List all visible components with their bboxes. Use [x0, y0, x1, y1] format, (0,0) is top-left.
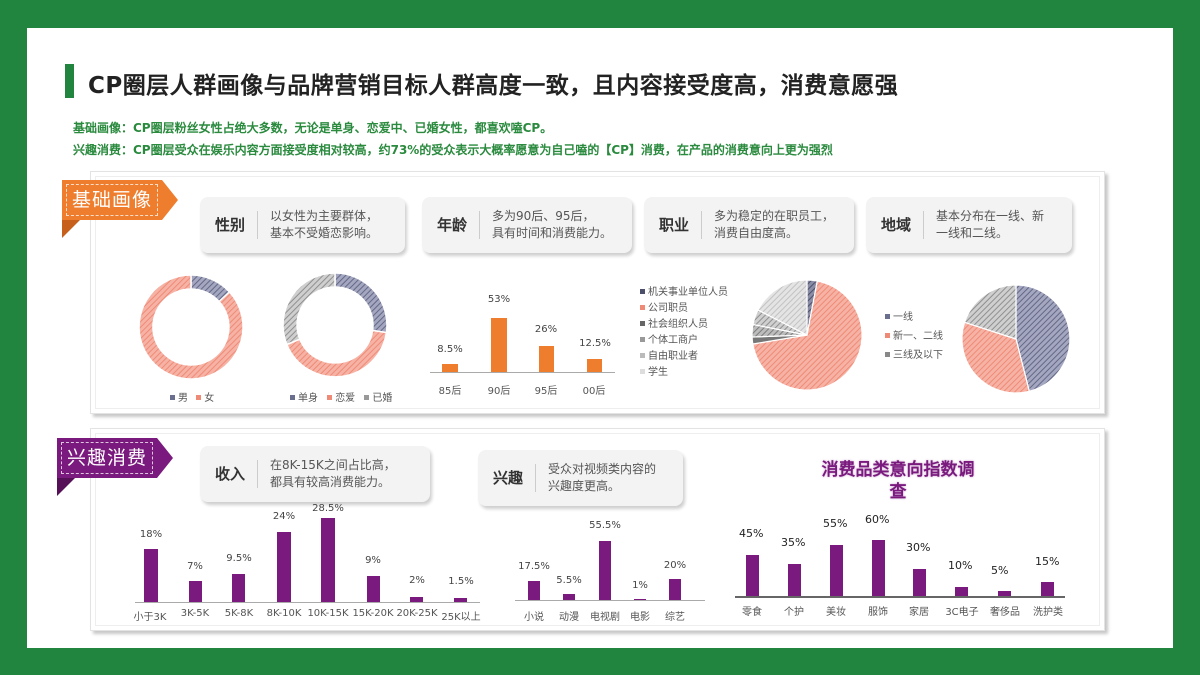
- card-gender-label: 性别: [200, 211, 259, 239]
- card-region: 地域 基本分布在一线、新 一线和二线。: [866, 197, 1072, 253]
- card-income: 收入 在8K-15K之间占比高， 都具有较高消费能力。: [200, 446, 430, 502]
- consumption-bar-chart: 45% 35% 55% 60% 30% 10% 5% 15% 零食 个护 美妆 …: [735, 514, 1065, 618]
- card-income-text-1: 在8K-15K之间占比高，: [270, 458, 396, 472]
- interest-consumption-tag-label: 兴趣消费: [67, 447, 148, 469]
- interest-bar-chart: 17.5% 5.5% 55.5% 1% 20% 小说 动漫 电视剧 电影 综艺: [515, 520, 705, 623]
- gender-donut-chart: [138, 274, 244, 380]
- region-pie-chart: [961, 284, 1071, 394]
- card-interest-text-2: 兴趣度更高。: [548, 479, 621, 493]
- legend-swatch-female: [196, 395, 202, 400]
- card-region-label: 地域: [866, 211, 925, 239]
- occupation-legend: 机关事业单位人员 公司职员 社会组织人员 个体工商户 自由职业者 学生: [640, 285, 728, 381]
- interest-consumption-tag: 兴趣消费: [57, 438, 173, 496]
- card-interest: 兴趣 受众对视频类内容的 兴趣度更高。: [478, 450, 683, 506]
- card-occupation-label: 职业: [644, 211, 703, 239]
- card-occupation-text-2: 消费自由度高。: [714, 226, 799, 240]
- legend-swatch-male: [170, 395, 175, 400]
- gender-legend: 男 女: [170, 389, 214, 404]
- card-region-text-1: 基本分布在一线、新: [936, 209, 1045, 223]
- income-bar-chart: 18% 7% 9.5% 24% 28.5% 9% 2% 1.5% 小于3K 3K…: [133, 503, 481, 623]
- occupation-pie-chart: [751, 279, 863, 391]
- card-occupation: 职业 多为稳定的在职员工， 消费自由度高。: [644, 197, 854, 253]
- card-income-text-2: 都具有较高消费能力。: [270, 475, 391, 489]
- region-legend: 一线 新一、二线 三线及以下: [885, 308, 943, 365]
- card-region-text-2: 一线和二线。: [936, 226, 1009, 240]
- card-interest-label: 兴趣: [478, 464, 537, 492]
- page-title: CP圈层人群画像与品牌营销目标人群高度一致，且内容接受度高，消费意愿强: [88, 73, 899, 99]
- subtitle-line-2: 兴趣消费：CP圈层受众在娱乐内容方面接受度相对较高，约73%的受众表示大概率愿意…: [73, 143, 833, 157]
- card-gender-text-1: 以女性为主要群体，: [270, 209, 379, 223]
- basic-profile-tag-label: 基础画像: [72, 189, 153, 211]
- marital-legend: 单身 恋爱 已婚: [290, 389, 392, 404]
- subtitle-line-1: 基础画像：CP圈层粉丝女性占绝大多数，无论是单身、恋爱中、已婚女性，都喜欢嗑CP…: [73, 121, 553, 135]
- card-gender: 性别 以女性为主要群体， 基本不受婚恋影响。: [200, 197, 405, 253]
- title-accent-bar: [65, 64, 74, 98]
- basic-profile-tag: 基础画像: [62, 180, 178, 238]
- card-income-label: 收入: [200, 460, 259, 488]
- card-age-text-1: 多为90后、95后，: [492, 209, 595, 223]
- card-age-text-2: 具有时间和消费能力。: [492, 226, 613, 240]
- marital-donut-chart: [282, 272, 388, 378]
- card-age: 年龄 多为90后、95后， 具有时间和消费能力。: [422, 197, 632, 253]
- card-gender-text-2: 基本不受婚恋影响。: [270, 226, 379, 240]
- consumption-value: 45%: [739, 527, 764, 540]
- card-age-label: 年龄: [422, 211, 481, 239]
- card-interest-text-1: 受众对视频类内容的: [548, 462, 657, 476]
- consumption-chart-title: 消费品类意向指数调 查: [821, 460, 975, 502]
- card-occupation-text-1: 多为稳定的在职员工，: [714, 209, 835, 223]
- age-bar-chart: 8.5% 53% 26% 12.5% 85后 90后 95后 00后: [430, 294, 615, 397]
